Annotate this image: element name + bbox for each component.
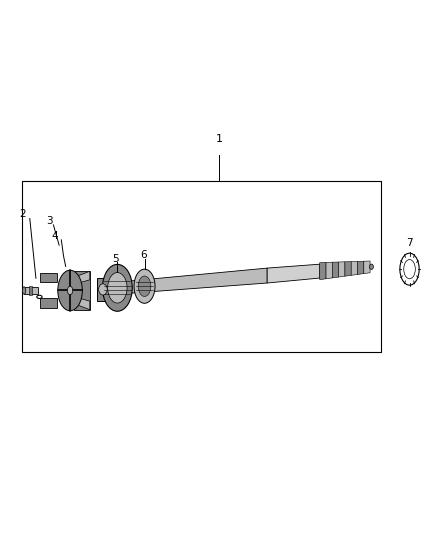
Text: 1: 1 — [215, 134, 223, 144]
Ellipse shape — [108, 272, 127, 303]
Ellipse shape — [134, 269, 155, 303]
Polygon shape — [351, 261, 357, 276]
Ellipse shape — [22, 287, 26, 294]
Text: 3: 3 — [46, 216, 53, 226]
Text: 6: 6 — [140, 250, 147, 260]
Text: 5: 5 — [112, 254, 119, 263]
Polygon shape — [24, 287, 38, 294]
Polygon shape — [339, 262, 345, 277]
Polygon shape — [345, 262, 351, 276]
Polygon shape — [357, 261, 364, 274]
Ellipse shape — [99, 284, 107, 295]
Polygon shape — [74, 297, 90, 310]
Polygon shape — [40, 298, 57, 308]
Polygon shape — [332, 262, 339, 278]
Ellipse shape — [369, 264, 373, 269]
Polygon shape — [74, 271, 90, 284]
Bar — [97, 278, 109, 301]
Ellipse shape — [58, 270, 82, 311]
Ellipse shape — [102, 264, 132, 311]
Ellipse shape — [138, 276, 151, 296]
Text: 2: 2 — [19, 209, 26, 219]
Polygon shape — [103, 268, 267, 295]
Bar — [22, 181, 381, 352]
Polygon shape — [364, 261, 370, 273]
Polygon shape — [40, 273, 57, 282]
Text: 7: 7 — [406, 238, 413, 247]
Bar — [74, 271, 90, 310]
Polygon shape — [326, 262, 332, 279]
Bar — [29, 286, 32, 295]
Polygon shape — [267, 264, 320, 283]
Ellipse shape — [67, 286, 73, 295]
Polygon shape — [320, 262, 326, 280]
Text: 4: 4 — [52, 231, 59, 240]
